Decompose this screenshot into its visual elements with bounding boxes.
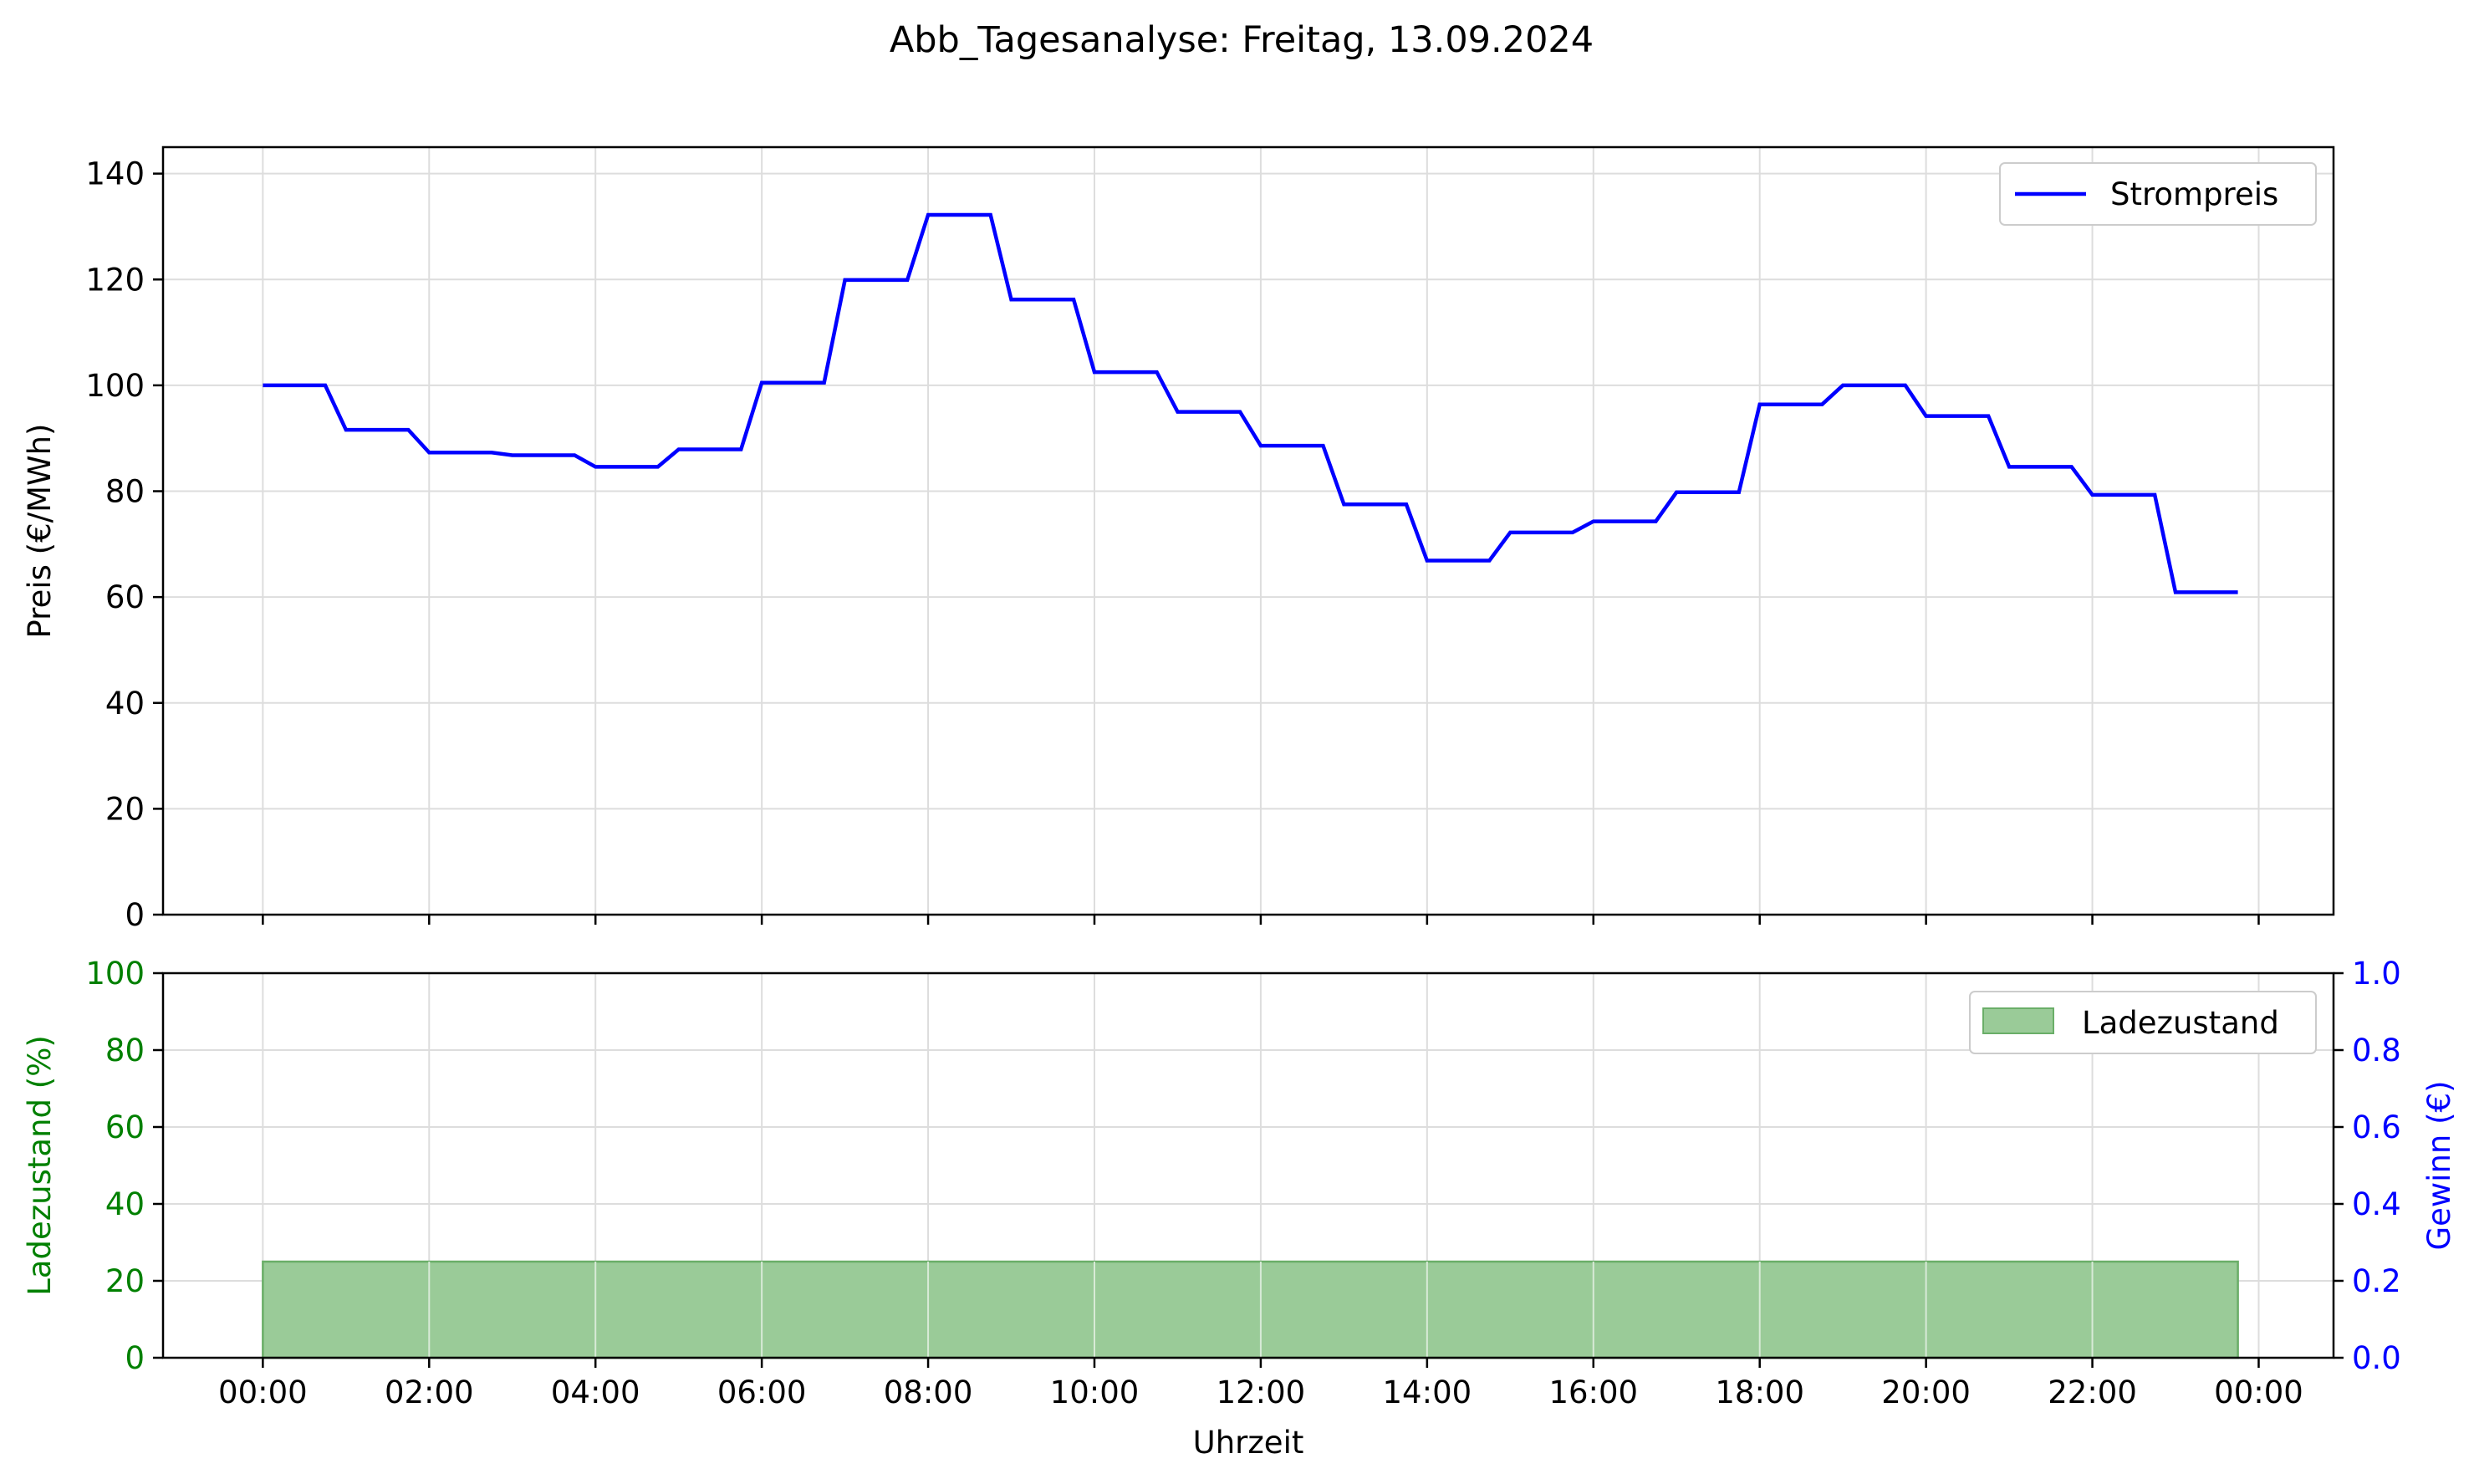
- soc-y-tick-label: 80: [105, 1033, 145, 1068]
- time-x-tick-label: 08:00: [884, 1374, 973, 1410]
- price-series: [263, 212, 2238, 594]
- profit-y-ticks-right: 0.0 0.2 0.4 0.6 0.8 1.0: [2334, 956, 2401, 1376]
- profit-y-tick-label: 0.4: [2352, 1186, 2401, 1222]
- price-panel: 0 20 40 60 80 100 120 140 Preis (€/MWh) Strompr…: [22, 145, 2335, 933]
- soc-y-axis-label: Ladezustand (%): [22, 1035, 58, 1296]
- time-x-tick-label: 22:00: [2048, 1374, 2137, 1410]
- time-x-tick-label: 14:00: [1383, 1374, 1472, 1410]
- time-x-tick-label: 00:00: [218, 1374, 308, 1410]
- time-x-tick-label: 00:00: [2214, 1374, 2303, 1410]
- profit-y-tick-label: 0.8: [2352, 1033, 2401, 1068]
- price-legend-label: Strompreis: [2110, 176, 2278, 212]
- time-x-tick-label: 16:00: [1548, 1374, 1638, 1410]
- time-x-tick-label: 20:00: [1881, 1374, 1971, 1410]
- time-x-tick-label: 10:00: [1050, 1374, 1140, 1410]
- price-y-axis-label: Preis (€/MWh): [22, 424, 58, 639]
- time-x-tick-label: 12:00: [1217, 1374, 1306, 1410]
- time-x-tick-label: 04:00: [551, 1374, 640, 1410]
- price-legend: Strompreis: [1999, 162, 2317, 226]
- price-y-ticks: 0 20 40 60 80 100 120 140: [85, 156, 163, 933]
- time-x-tick-label: 18:00: [1715, 1374, 1804, 1410]
- profit-y-tick-label: 0.6: [2352, 1109, 2401, 1145]
- profit-y-tick-label: 1.0: [2352, 956, 2401, 992]
- price-y-tick-label: 120: [85, 262, 145, 298]
- soc-legend-swatch: [1982, 1007, 2054, 1034]
- soc-legend-box: [1969, 991, 2317, 1054]
- price-line: [263, 212, 2238, 594]
- soc-y-tick-label: 60: [105, 1109, 145, 1145]
- soc-plot-frame: [161, 971, 2335, 1359]
- soc-y-ticks-left: 0 20 40 60 80 100: [85, 956, 163, 1376]
- soc-y-tick-label: 100: [85, 956, 145, 992]
- price-y-tick-label: 40: [105, 686, 145, 722]
- soc-legend-label: Ladezustand: [2082, 1005, 2279, 1041]
- profit-y-tick-label: 0.0: [2352, 1340, 2401, 1376]
- price-legend-box: [1999, 162, 2317, 226]
- soc-y-tick-label: 20: [105, 1263, 145, 1299]
- soc-y-tick-label: 40: [105, 1186, 145, 1222]
- soc-legend: Ladezustand: [1969, 991, 2317, 1054]
- price-y-tick-label: 100: [85, 368, 145, 404]
- soc-panel: 0 20 40 60 80 100 0.0 0.2 0.4 0.6 0.8 1.0 00:00 02:…: [22, 956, 2457, 1461]
- soc-y-tick-label: 0: [125, 1340, 145, 1376]
- time-x-ticks: 00:00 02:00 04:00 06:00 08:00 10:00 12:00 14:00…: [218, 1358, 2303, 1410]
- price-plot-frame: [161, 145, 2335, 916]
- time-x-axis-label: Uhrzeit: [1193, 1425, 1304, 1461]
- time-x-tick-label: 02:00: [385, 1374, 474, 1410]
- price-y-tick-label: 20: [105, 791, 145, 827]
- time-x-tick-label: 06:00: [717, 1374, 807, 1410]
- figure-title: Abb_Tagesanalyse: Freitag, 13.09.2024: [890, 19, 1594, 61]
- profit-y-axis-label: Gewinn (€): [2421, 1080, 2457, 1250]
- soc-area: [262, 1260, 2239, 1359]
- profit-y-tick-label: 0.2: [2352, 1263, 2401, 1299]
- soc-series: [262, 1260, 2239, 1359]
- price-x-ticks: [262, 915, 2260, 925]
- price-y-tick-label: 0: [125, 897, 145, 933]
- price-y-tick-label: 140: [85, 156, 145, 192]
- price-y-tick-label: 60: [105, 579, 145, 615]
- price-y-tick-label: 80: [105, 474, 145, 510]
